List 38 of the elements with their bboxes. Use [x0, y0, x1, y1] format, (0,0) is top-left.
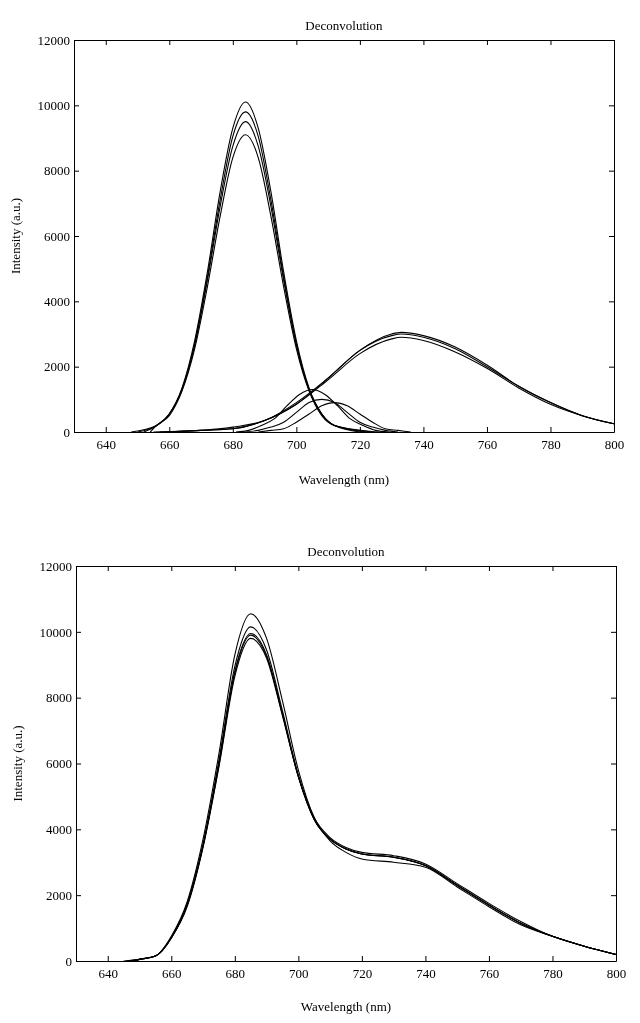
chart-title: Deconvolution [305, 18, 384, 33]
x-tick-label: 780 [541, 437, 561, 453]
y-tick-label: 6000 [44, 228, 70, 244]
y-tick-label: 8000 [44, 163, 70, 179]
y-tick-label: 6000 [46, 756, 72, 772]
x-tick-label: 760 [479, 966, 500, 982]
x-tick-label: 660 [162, 966, 182, 982]
x-tick-label: 760 [477, 437, 498, 453]
y-tick-label: 0 [65, 953, 72, 969]
x-tick-label: 740 [416, 966, 436, 982]
x-axis-title: Wavelength (nm) [300, 999, 392, 1014]
x-tick-label: 660 [160, 437, 180, 453]
y-tick-label: 8000 [46, 690, 72, 706]
x-tick-label: 680 [223, 437, 244, 453]
y-tick-label: 10000 [37, 97, 70, 113]
y-tick-label: 12000 [39, 558, 72, 574]
x-tick-label: 700 [287, 437, 307, 453]
x-tick-label: 640 [96, 437, 117, 453]
x-tick-label: 720 [352, 966, 373, 982]
x-tick-label: 780 [543, 966, 563, 982]
x-tick-label: 720 [350, 437, 371, 453]
y-tick-label: 2000 [44, 359, 70, 375]
x-tick-label: 640 [98, 966, 119, 982]
y-tick-label: 2000 [46, 887, 72, 903]
x-tick-label: 800 [606, 966, 627, 982]
y-axis-title: Intensity (a.u.) [10, 725, 25, 802]
y-tick-label: 4000 [44, 293, 70, 309]
x-tick-label: 680 [225, 966, 246, 982]
x-tick-label: 800 [604, 437, 625, 453]
x-axis-title: Wavelength (nm) [298, 472, 390, 487]
y-tick-label: 12000 [37, 32, 70, 48]
y-tick-label: 0 [63, 424, 70, 440]
x-tick-label: 740 [414, 437, 434, 453]
y-tick-label: 10000 [39, 624, 72, 640]
chart-title: Deconvolution [307, 544, 386, 559]
x-tick-label: 700 [289, 966, 309, 982]
y-tick-label: 4000 [46, 821, 72, 837]
y-axis-title: Intensity (a.u.) [8, 197, 23, 275]
